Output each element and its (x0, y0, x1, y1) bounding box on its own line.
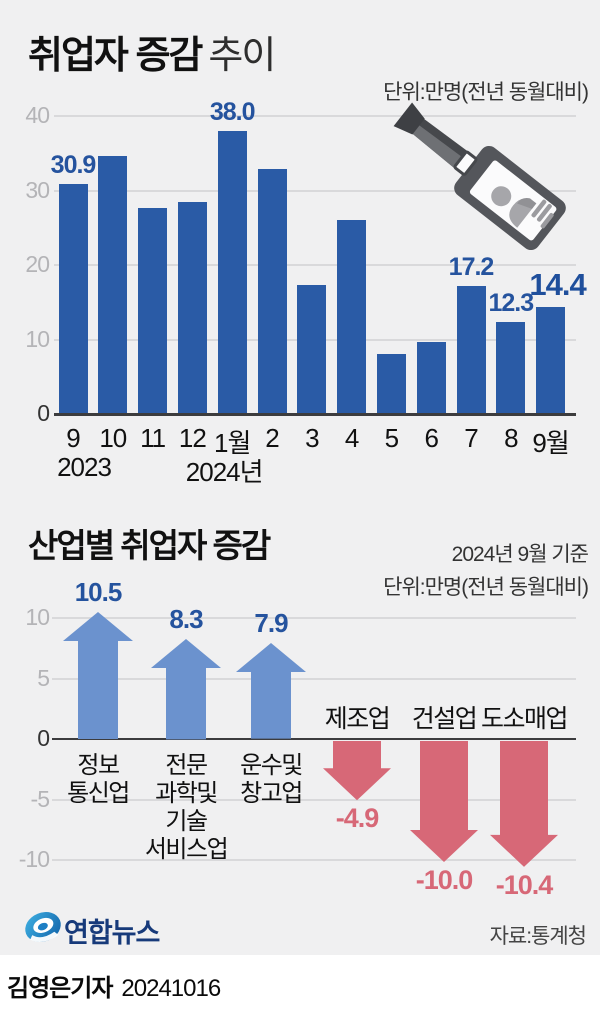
x-axis-label: 4 (344, 423, 360, 453)
bar (376, 354, 406, 414)
bar (456, 285, 486, 414)
trend-unit-label: 단위:만명(전년 동월대비) (383, 81, 589, 104)
arrow-value-label: -10.4 (495, 869, 554, 900)
x-axis-label: 6 (424, 423, 439, 453)
y-axis-label: 30 (25, 176, 50, 203)
grid-line (54, 115, 576, 117)
x-axis-label: 5 (384, 423, 400, 453)
x-axis-label: 8 (504, 423, 519, 453)
x-axis-line (52, 738, 576, 740)
asof-label: 2024년 9월 기준 (451, 543, 589, 566)
id-badge-icon (393, 102, 566, 251)
y-axis-label: 0 (37, 399, 50, 426)
bar (177, 201, 207, 414)
yonhap-logo-text: 연합뉴스 (64, 918, 160, 948)
up-arrow (63, 611, 133, 739)
arrow-value-label: 7.9 (254, 608, 288, 639)
byline-band: 김영은기자 20241016 (0, 955, 600, 1019)
byline-name: 김영은기자 (7, 975, 113, 1002)
bar-value-label: 17.2 (448, 252, 495, 281)
y-axis-label: 10 (25, 603, 50, 630)
down-arrow (323, 741, 391, 801)
y-axis-label: 0 (37, 724, 50, 751)
byline: 김영은기자 20241016 (7, 968, 221, 1003)
x-axis-label: 3 (305, 423, 320, 453)
bar-value-label: 38.0 (209, 97, 256, 126)
industry-label: 운수및 창고업 (240, 752, 303, 807)
grid-line (52, 677, 576, 680)
y-axis-label: -10 (18, 845, 50, 872)
page-title: 취업자 증감 추이 (28, 24, 276, 79)
bar (138, 207, 168, 414)
industry-label: 건설업 (411, 705, 478, 733)
up-arrow (151, 638, 221, 739)
y-axis-label: 40 (25, 101, 50, 128)
up-arrow (236, 643, 306, 739)
bar (297, 285, 327, 414)
yonhap-news-logo-icon (25, 912, 61, 942)
bar (416, 342, 446, 414)
grid-line (52, 859, 576, 861)
grid-line (52, 798, 576, 801)
down-arrow (490, 741, 558, 867)
bar-value-label: 30.9 (50, 150, 97, 179)
industry-label: 전문 과학및 기술 서비스업 (144, 752, 229, 863)
x-axis-label: 12 (178, 423, 207, 453)
industry-unit-label: 단위:만명(전년 동월대비) (383, 576, 589, 599)
bar (337, 219, 367, 414)
year-label: 2024년 (185, 457, 264, 487)
source-label: 자료:통계청 (489, 925, 587, 948)
y-axis-label: 5 (37, 664, 50, 691)
x-axis-label: 10 (99, 423, 127, 453)
grid-line (54, 264, 576, 266)
arrow-value-label: -4.9 (335, 803, 380, 834)
industry-chart-title: 산업별 취업자 증감 (28, 527, 271, 564)
bar (217, 130, 247, 414)
bar (98, 156, 128, 414)
x-axis-label: 7 (464, 423, 479, 453)
x-axis-label: 11 (140, 423, 166, 453)
bar-value-label: 12.3 (488, 289, 534, 318)
y-axis-label: 20 (25, 250, 50, 277)
industry-label: 제조업 (324, 705, 391, 733)
x-axis-label: 2 (265, 423, 280, 453)
arrow-value-label: 10.5 (74, 576, 123, 607)
year-label: 2023 (57, 452, 112, 482)
grid-line (54, 189, 576, 192)
x-axis-label: 1월 (213, 428, 251, 458)
down-arrow (410, 741, 478, 862)
bar-value-label: 14.4 (529, 266, 586, 302)
page-title-sub: 추이 (208, 35, 276, 77)
industry-label: 정보 통신업 (67, 752, 130, 807)
bar (257, 168, 287, 414)
arrow-value-label: 8.3 (169, 603, 203, 634)
byline-date: 20241016 (121, 975, 221, 1002)
bar (58, 183, 88, 414)
x-axis-label: 9월 (532, 428, 569, 458)
x-axis-line (54, 413, 576, 416)
industry-label: 도소매업 (480, 705, 569, 733)
grid-line (52, 617, 576, 619)
arrow-value-label: -10.0 (415, 865, 474, 895)
x-axis-label: 9 (66, 423, 81, 453)
y-axis-label: 10 (25, 325, 50, 352)
bar (536, 306, 566, 414)
bar (496, 322, 526, 414)
y-axis-label: -5 (30, 785, 50, 812)
page-title-main: 취업자 증감 (28, 35, 203, 77)
